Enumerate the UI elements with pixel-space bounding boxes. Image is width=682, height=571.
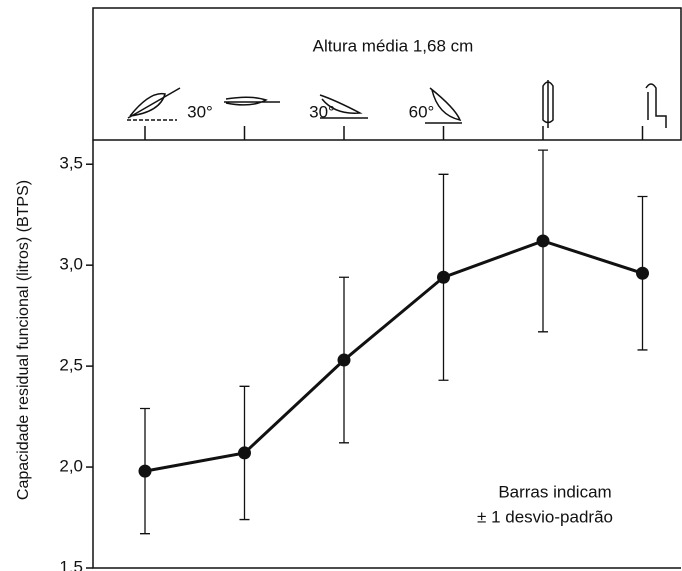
y-tick-label: 3,0: [59, 255, 83, 274]
chart-title: Altura média 1,68 cm: [313, 36, 474, 55]
annotation: ± 1 desvio-padrão: [477, 507, 613, 526]
x-tick-label: 30°: [309, 102, 335, 121]
x-tick-label: 60°: [409, 102, 435, 121]
point: [238, 446, 251, 459]
y-tick-label: 1,5: [59, 557, 83, 571]
icon: [646, 84, 666, 128]
top-panel: [93, 8, 681, 140]
axes: [93, 140, 681, 568]
point: [338, 354, 351, 367]
point: [636, 267, 649, 280]
icon: [224, 97, 280, 105]
y-axis-label: Capacidade residual funcional (litros) (…: [15, 180, 32, 500]
point: [139, 465, 152, 478]
line: [145, 241, 643, 471]
icon: [543, 80, 553, 128]
point: [437, 271, 450, 284]
chart: Altura média 1,68 cm Capacidade residual…: [0, 0, 682, 571]
annotation: Barras indicam: [498, 482, 611, 501]
y-tick-label: 2,0: [59, 457, 83, 476]
icon: [128, 88, 180, 118]
y-tick-label: 3,5: [59, 154, 83, 173]
y-tick-label: 2,5: [59, 356, 83, 375]
x-tick-label: 30°: [187, 102, 213, 121]
point: [537, 234, 550, 247]
page: Altura média 1,68 cm Capacidade residual…: [0, 0, 682, 571]
